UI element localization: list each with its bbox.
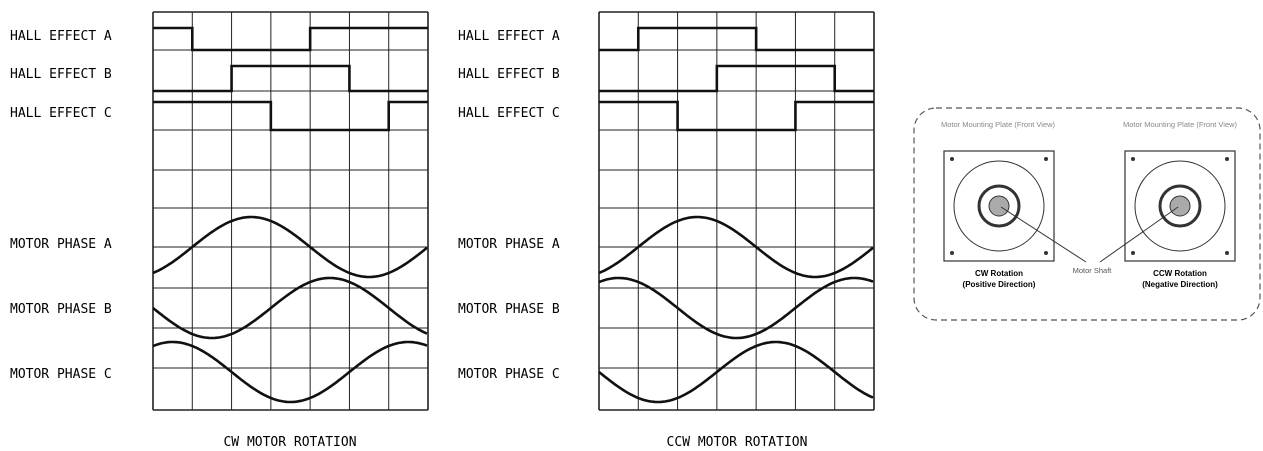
ccw-mounting-plate: Motor Mounting Plate (Front View) CCW Ro… <box>1123 120 1238 289</box>
ccw-hall-a-label: HALL EFFECT A <box>458 29 560 44</box>
cw-timing-panel: HALL EFFECT A HALL EFFECT B HALL EFFECT … <box>10 11 429 450</box>
shaft-leader-right <box>1099 206 1179 263</box>
ccw-rotation-label: CCW Rotation <box>1153 269 1207 278</box>
hall-waveform-c <box>599 100 874 132</box>
phase-waveform-c <box>598 340 874 404</box>
ccw-hall-waveforms <box>599 26 874 132</box>
hall-waveform-b <box>599 64 874 93</box>
cw-outer-ring <box>953 160 1045 252</box>
cw-phase-waveforms <box>152 215 428 404</box>
cw-plate-label: Motor Mounting Plate (Front View) <box>941 120 1056 129</box>
ccw-plate-square <box>1124 150 1236 262</box>
ccw-hall-b-label: HALL EFFECT B <box>458 67 560 82</box>
ccw-bolt-hole <box>1225 251 1229 255</box>
hall-waveform-a <box>153 26 428 52</box>
cw-hall-c-label: HALL EFFECT C <box>10 106 112 121</box>
cw-phase-c-label: MOTOR PHASE C <box>10 367 112 382</box>
ccw-plate-label-text: Motor Mounting Plate (Front View) <box>1123 120 1238 129</box>
ccw-timing-panel: HALL EFFECT A HALL EFFECT B HALL EFFECT … <box>458 11 875 450</box>
cw-plate-square <box>943 150 1055 262</box>
cw-caption: CW MOTOR ROTATION <box>223 435 356 450</box>
phase-waveform-a <box>598 215 874 279</box>
cw-timing-grid <box>152 11 429 411</box>
ccw-bolt-hole <box>1131 251 1135 255</box>
cw-bolt-hole <box>950 157 954 161</box>
cw-bolt-hole <box>1044 251 1048 255</box>
cw-bolt-hole <box>1044 157 1048 161</box>
phase-waveform-b <box>598 276 874 340</box>
ccw-phase-a-label: MOTOR PHASE A <box>458 237 560 252</box>
shaft-label: Motor Shaft <box>1073 266 1113 275</box>
rotation-direction-diagram: Motor Mounting Plate (Front View) CW Rot… <box>913 107 1261 321</box>
cw-rotation-sublabel: (Positive Direction) <box>963 280 1036 289</box>
ccw-phase-c-label: MOTOR PHASE C <box>458 367 560 382</box>
cw-shaft <box>988 195 1010 217</box>
phase-waveform-c <box>152 340 428 404</box>
dashed-border <box>913 107 1261 321</box>
cw-hall-b-label: HALL EFFECT B <box>10 67 112 82</box>
cw-shaft-ring <box>977 184 1021 228</box>
ccw-bolt-hole <box>1225 157 1229 161</box>
hall-waveform-b <box>153 64 428 93</box>
ccw-rotation-sublabel: (Negative Direction) <box>1142 280 1218 289</box>
ccw-phase-b-label: MOTOR PHASE B <box>458 302 560 317</box>
ccw-bolt-hole <box>1131 157 1135 161</box>
hall-waveform-a <box>599 26 874 52</box>
ccw-plate-label: Motor Mounting Plate (Front View) <box>1123 120 1238 129</box>
hall-waveform-c <box>153 100 428 132</box>
ccw-caption: CCW MOTOR ROTATION <box>667 435 808 450</box>
cw-rotation-label: CW Rotation <box>975 269 1023 278</box>
ccw-outer-ring <box>1134 160 1226 252</box>
ccw-shaft <box>1169 195 1191 217</box>
cw-phase-a-label: MOTOR PHASE A <box>10 237 112 252</box>
ccw-phase-waveforms <box>598 215 874 404</box>
cw-hall-waveforms <box>153 26 428 132</box>
ccw-shaft-ring <box>1158 184 1202 228</box>
phase-waveform-a <box>152 215 428 279</box>
cw-phase-b-label: MOTOR PHASE B <box>10 302 112 317</box>
cw-bolt-hole <box>950 251 954 255</box>
ccw-hall-c-label: HALL EFFECT C <box>458 106 560 121</box>
phase-waveform-b <box>152 276 428 340</box>
shaft-leader-left <box>1000 206 1087 263</box>
cw-plate-label-text: Motor Mounting Plate (Front View) <box>941 120 1056 129</box>
cw-hall-a-label: HALL EFFECT A <box>10 29 112 44</box>
cw-mounting-plate: Motor Mounting Plate (Front View) CW Rot… <box>941 120 1056 289</box>
ccw-timing-grid <box>598 11 875 411</box>
